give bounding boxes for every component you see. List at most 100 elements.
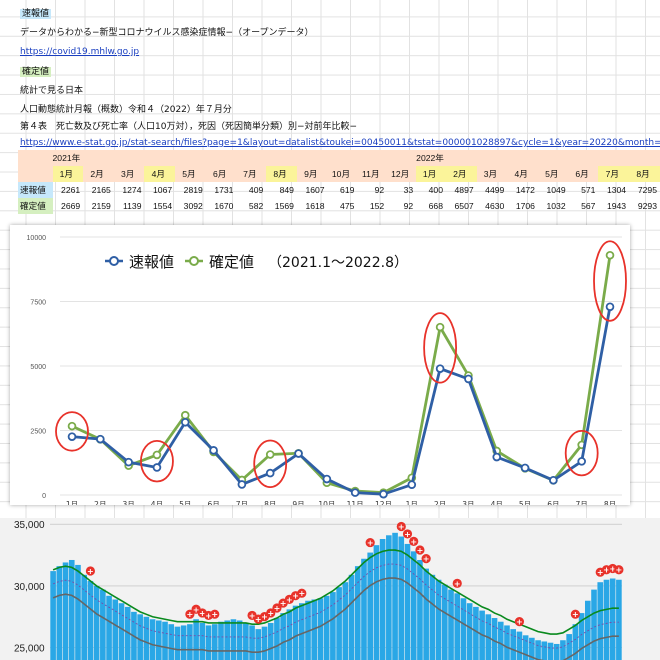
sokuho-row: 速報値 2261 2165 1274 1067 2819 1731 409 849 1607 61… — [18, 182, 660, 198]
source-link-1[interactable]: https://covid19.mhlw.go.jp — [20, 47, 140, 57]
x-tick-label: 8月 — [604, 500, 616, 505]
bar — [280, 613, 286, 660]
months-row: 1月 2月 3月 4月 5月 6月 7月 8月 9月 10月 11月 12月 1月 2月 3月 4月 5月 6月 7… — [18, 166, 660, 182]
source-title-1: データからわかる−新型コロナウイルス感染症情報−（オープンデータ） — [20, 28, 314, 38]
data-point — [435, 322, 445, 332]
plus-marker-sign: + — [417, 546, 424, 555]
bar — [224, 620, 231, 660]
data-point — [180, 410, 190, 420]
data-point — [322, 474, 332, 484]
bar — [193, 619, 199, 660]
data-point — [605, 302, 615, 312]
month-header: 11月 — [357, 166, 388, 182]
data-point — [180, 417, 190, 427]
data-point — [294, 449, 303, 458]
month-header: 8月 — [266, 166, 297, 182]
plus-marker-sign: + — [410, 537, 417, 546]
data-point — [265, 450, 275, 459]
bar — [417, 559, 423, 660]
bar — [311, 599, 318, 660]
plus-marker — [272, 603, 282, 613]
bar — [81, 574, 88, 660]
table-cell: 1670 — [214, 201, 234, 211]
plus-marker — [614, 565, 624, 575]
bar — [597, 582, 604, 660]
bar — [168, 624, 175, 660]
bar — [236, 620, 243, 660]
table-cell: 1139 — [123, 201, 142, 211]
plus-marker-sign: + — [267, 609, 274, 618]
bar — [435, 579, 442, 660]
year-2021: 2021年 — [52, 150, 417, 166]
bar — [473, 606, 479, 660]
plus-marker-sign: + — [367, 539, 374, 548]
bar — [118, 603, 125, 660]
x-tick-label: 1月 — [66, 500, 78, 505]
bar — [286, 609, 293, 660]
plus-marker-sign: + — [261, 613, 268, 622]
data-point — [152, 463, 162, 472]
table-cell: 4499 — [485, 185, 505, 195]
bar — [491, 618, 498, 660]
bar — [560, 640, 566, 660]
plus-marker-sign: + — [298, 589, 305, 598]
bar — [50, 571, 56, 660]
bar — [516, 631, 523, 660]
month-header: 5月 — [175, 166, 206, 182]
legend-marker — [109, 256, 119, 266]
month-header: 3月 — [476, 166, 508, 182]
y-tick-label: 35,000 — [14, 520, 45, 531]
table-cell: 152 — [369, 201, 385, 211]
bar — [87, 580, 94, 660]
bar — [535, 640, 541, 660]
bar — [591, 589, 597, 660]
table-cell: 849 — [279, 185, 294, 195]
plus-marker-sign: + — [603, 566, 610, 575]
source-link-2[interactable]: https://www.e-stat.go.jp/stat-search/fil… — [20, 138, 660, 148]
legend-label: 確定値 — [209, 253, 254, 271]
bar — [616, 579, 622, 660]
table-cell: 1731 — [214, 185, 234, 195]
bar — [367, 552, 374, 660]
highlight-circle — [564, 429, 599, 477]
bar — [187, 624, 193, 660]
year-2022: 2022年 — [416, 150, 660, 166]
data-point — [96, 434, 105, 444]
month-header: 7月 — [236, 166, 267, 182]
data-point — [549, 475, 558, 485]
bar — [93, 585, 100, 660]
x-tick-label: 11月 — [347, 500, 364, 505]
bar — [541, 641, 548, 660]
data-point — [265, 468, 275, 478]
series-line — [71, 255, 612, 495]
bar — [75, 564, 81, 660]
plus-marker — [266, 608, 276, 618]
plus-marker-sign: + — [249, 611, 256, 620]
month-header: 1月 — [416, 166, 446, 182]
bar — [218, 621, 224, 660]
table-cell: 1706 — [515, 201, 535, 211]
label-kakutei: 確定値 — [20, 67, 52, 77]
data-point — [152, 450, 162, 460]
month-header: 4月 — [507, 166, 538, 182]
bar-chart-panel: + + + + + + + + + + + + + + + + + + + + + + + + + + + +35,000 30,000… — [0, 518, 660, 660]
bar — [137, 614, 143, 660]
plus-marker-sign: + — [404, 530, 411, 539]
label-sokuho: 速報値 — [20, 9, 52, 19]
data-point — [520, 463, 530, 473]
bar — [441, 584, 448, 660]
plus-marker-sign: + — [211, 610, 218, 619]
bar — [448, 589, 454, 660]
bar — [274, 618, 280, 660]
table-cell: 1304 — [606, 185, 627, 195]
table-cell: 1032 — [546, 201, 566, 211]
plus-marker — [210, 609, 220, 619]
bar — [361, 558, 367, 660]
bar — [392, 532, 398, 660]
bar — [342, 582, 349, 660]
data-point — [407, 480, 417, 489]
bar — [510, 629, 517, 660]
month-header: 5月 — [537, 166, 569, 182]
data-table: 2021年 2022年 1月 2月 3月 4月 5月 6月 7月 8月 9月 10月 11月 12月 1… — [18, 150, 660, 214]
table-cell: 2669 — [61, 201, 81, 211]
